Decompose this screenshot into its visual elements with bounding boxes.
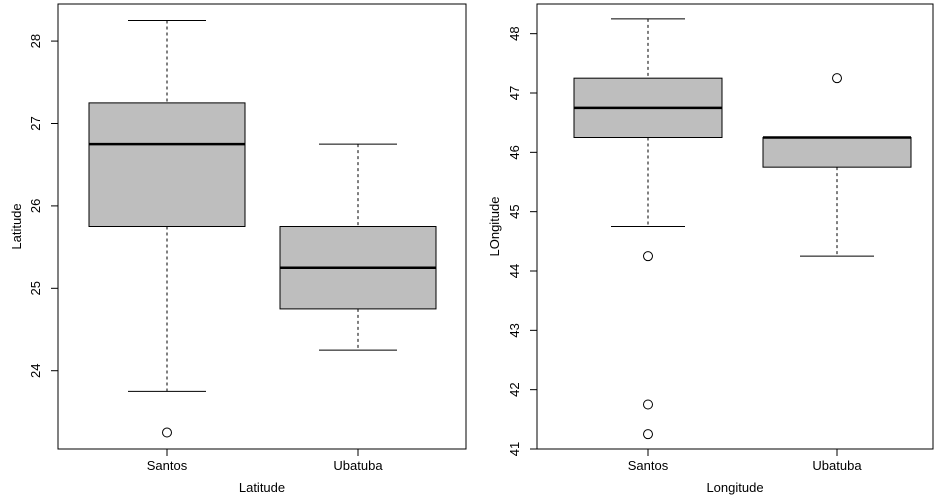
latitude-santos-box — [88, 102, 246, 227]
longitude-y-tick-label-4: 45 — [507, 204, 522, 218]
longitude-y-tick-label-5: 46 — [507, 145, 522, 159]
longitude-ubatuba-box — [762, 137, 912, 168]
latitude-y-tick-label-4: 28 — [28, 34, 43, 48]
latitude-x-tick-label-1: Ubatuba — [333, 458, 383, 473]
latitude-y-tick-label-1: 25 — [28, 281, 43, 295]
longitude-y-tick-label-0: 41 — [507, 442, 522, 456]
longitude-y-tick-label-7: 48 — [507, 26, 522, 40]
longitude-x-tick-label-0: Santos — [628, 458, 669, 473]
latitude-plot-frame — [57, 3, 467, 450]
latitude-y-tick-label-3: 27 — [28, 116, 43, 130]
latitude-y-tick-label-0: 24 — [28, 363, 43, 377]
latitude-x-axis-label: Latitude — [239, 480, 285, 495]
longitude-plot-frame — [536, 3, 934, 450]
longitude-santos-outlier-2 — [643, 429, 653, 440]
latitude-x-tick-label-0: Santos — [147, 458, 188, 473]
longitude-y-axis-label: LOngitude — [487, 197, 502, 257]
longitude-x-axis-label: Longitude — [706, 480, 763, 495]
longitude-santos-outlier-0 — [643, 251, 653, 262]
latitude-y-tick-label-2: 26 — [28, 199, 43, 213]
longitude-santos-outlier-1 — [643, 399, 653, 410]
longitude-y-tick-label-3: 44 — [507, 264, 522, 278]
longitude-x-tick-label-1: Ubatuba — [812, 458, 862, 473]
latitude-panel: 24 25 26 27 28 Latitude Santos Ubatuba Latitude — [9, 3, 467, 495]
longitude-y-tick-label-6: 47 — [507, 86, 522, 100]
longitude-panel: 41 42 43 44 45 46 47 48 LOngitude Santos Ubatuba Lo… — [487, 3, 934, 495]
longitude-ubatuba-outlier-0 — [832, 73, 842, 84]
latitude-santos-outlier-0 — [162, 427, 172, 438]
longitude-y-tick-label-1: 42 — [507, 382, 522, 396]
latitude-y-axis-label: Latitude — [9, 203, 24, 249]
longitude-y-tick-label-2: 43 — [507, 323, 522, 337]
